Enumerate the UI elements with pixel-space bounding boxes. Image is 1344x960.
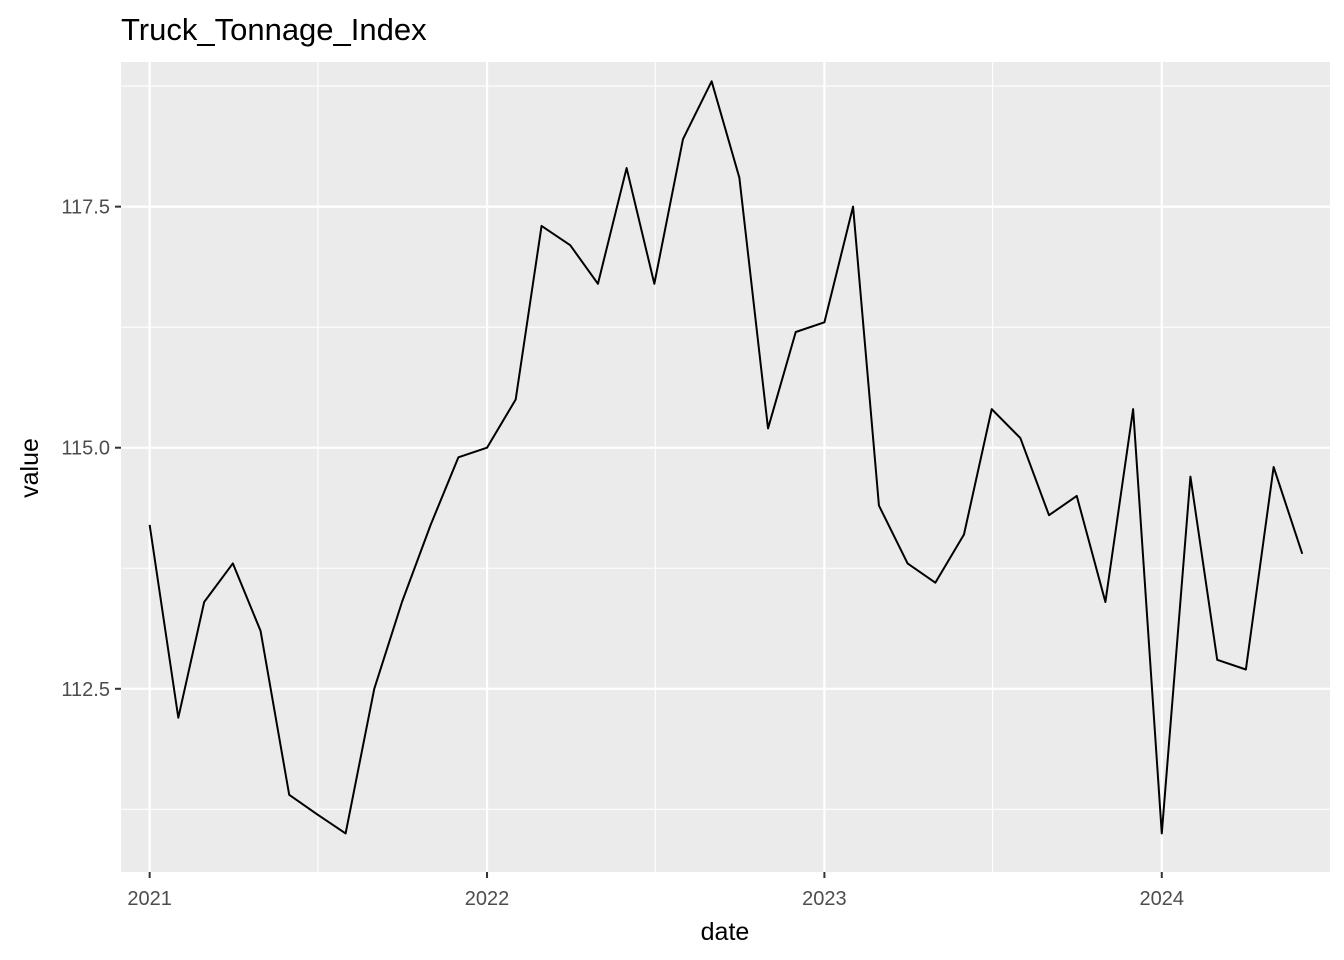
plot-panel <box>121 62 1330 872</box>
y-tick-label: 112.5 <box>61 679 110 701</box>
x-axis-title: date <box>701 918 750 946</box>
major-gridlines-x <box>148 62 1163 872</box>
y-tick-label: 115.0 <box>61 438 110 460</box>
chart-title: Truck_Tonnage_Index <box>121 12 427 47</box>
series-layer <box>148 80 1304 835</box>
y-axis-title: value <box>16 438 44 498</box>
x-tick-label: 2021 <box>127 888 172 910</box>
y-tick-label: 117.5 <box>61 197 110 219</box>
x-tick-label: 2022 <box>465 888 510 910</box>
minor-gridlines-y <box>121 85 1330 810</box>
series-line <box>148 80 1304 835</box>
x-axis: 2021 2022 2023 2024 <box>127 872 1184 910</box>
y-axis: 112.5 115.0 117.5 <box>61 197 121 701</box>
x-tick-label: 2024 <box>1140 888 1185 910</box>
x-tick-label: 2023 <box>802 888 847 910</box>
minor-gridlines-x <box>317 62 994 872</box>
